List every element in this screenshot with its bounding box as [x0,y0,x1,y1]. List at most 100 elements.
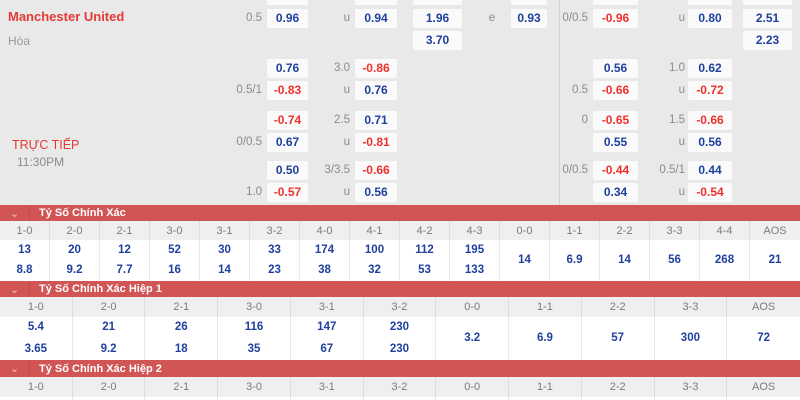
score-odd-cell[interactable]: 100 32 [350,240,400,281]
odds-value-box[interactable]: 0.67 [267,133,308,152]
odds-value-box[interactable]: 0.56 [688,133,732,152]
score-column-header: 3-1 [291,377,364,397]
line-label: 3.0 [334,62,350,74]
handicap-label: 0 [581,114,588,126]
score-odd-cell[interactable]: 3.2 [436,317,510,360]
odds-value-box[interactable]: -0.54 [688,183,732,202]
handicap-label: 0.5 [572,84,588,96]
odds-value-box[interactable]: -0.96 [593,9,638,28]
section-title: Tỷ Số Chính Xác [39,207,126,219]
score-column-header-row: 1-0 2-0 2-1 3-0 3-1 3-2 0-0 1-1 2-2 3-3 AOS [0,377,800,397]
odds-value-box[interactable]: 2.23 [743,31,792,50]
line-label: 1.0 [669,62,685,74]
score-odd-cell[interactable]: 21 9.2 [73,317,146,360]
odds-value-box[interactable]: 0.76 [267,59,308,78]
score-odd-cell[interactable] [0,397,73,400]
score-odd-cell[interactable]: 112 53 [400,240,450,281]
score-odd-cell[interactable]: 52 16 [150,240,200,281]
odds-value-box[interactable]: -0.44 [593,161,638,180]
score-odd-cell[interactable]: 230 230 [364,317,437,360]
odds-value-box[interactable]: 3.70 [413,31,462,50]
score-odd-value: 67 [320,342,334,355]
score-odd-cell[interactable] [291,397,364,400]
chevron-down-icon[interactable]: ⌄ [0,205,30,221]
line-label: u [343,12,350,24]
score-odd-cell[interactable]: 195 133 [450,240,500,281]
odds-value-box[interactable]: -0.66 [593,81,638,100]
score-odd-cell[interactable] [436,397,510,400]
odds-value-box[interactable]: 0.80 [688,9,732,28]
score-odd-cell[interactable]: 14 [600,240,650,281]
score-column-header: 3-0 [218,297,291,317]
odds-value-box[interactable]: 0.34 [593,183,638,202]
score-odd-cell[interactable]: 56 [650,240,700,281]
handicap-label: 1.0 [246,186,262,198]
odds-value-box[interactable]: 0.55 [593,133,638,152]
score-odd-cell[interactable]: 33 23 [250,240,300,281]
section-header[interactable]: ⌄ Tỷ Số Chính Xác Hiệp 2 [0,360,800,377]
odds-value-box[interactable]: 1.96 [413,9,462,28]
score-odd-cell[interactable]: 13 8.8 [0,240,50,281]
odds-value-box[interactable]: 0.94 [355,9,397,28]
odds-value-box[interactable]: -0.65 [593,111,638,130]
score-odd-cell[interactable] [509,397,582,400]
score-odd-value: 7.7 [116,264,133,276]
score-odd-cell[interactable]: 21 [750,240,800,281]
score-odd-value: 147 [317,321,337,333]
chevron-down-icon[interactable]: ⌄ [0,281,30,297]
score-odd-cell[interactable]: 26 18 [145,317,219,360]
score-column-header: 2-0 [73,377,146,397]
score-odd-cell[interactable]: 6.9 [550,240,600,281]
odds-value-box[interactable]: 0.50 [267,161,308,180]
odds-value-box[interactable]: 0.96 [267,9,308,28]
score-odd-cell[interactable] [655,397,728,400]
odds-value-box[interactable]: -0.72 [688,81,732,100]
score-odd-cell[interactable]: 174 38 [300,240,350,281]
odds-value-box[interactable]: 0.56 [593,59,638,78]
score-column-header: 2-2 [600,221,650,240]
section-header[interactable]: ⌄ Tỷ Số Chính Xác Hiệp 1 [0,281,800,297]
score-column-header: 2-2 [582,297,655,317]
score-odd-cell[interactable]: 147 67 [291,317,364,360]
odds-value-box[interactable]: 0.76 [355,81,397,100]
odds-value-box[interactable]: 2.51 [743,9,792,28]
chevron-down-icon[interactable]: ⌄ [0,360,30,377]
odds-value-box[interactable]: -0.66 [688,111,732,130]
score-odd-cell[interactable]: 20 9.2 [50,240,100,281]
score-odd-value: 230 [389,321,410,333]
score-odd-cell[interactable]: 30 14 [200,240,250,281]
odds-value-box[interactable]: 0.93 [511,9,547,28]
score-odd-cell[interactable]: 5.4 3.65 [0,317,73,360]
score-odd-cell[interactable]: 300 [655,317,728,360]
score-odd-cell[interactable] [364,397,437,400]
odds-value-box[interactable]: 0.44 [688,161,732,180]
score-column-header: 2-1 [145,377,219,397]
odds-value-box[interactable]: -0.74 [267,111,308,130]
score-odd-cell[interactable]: 116 35 [218,317,291,360]
score-odd-value: 23 [268,264,281,276]
score-odd-cell[interactable] [218,397,291,400]
odds-value-box[interactable]: -0.66 [355,161,397,180]
score-column-header: 1-0 [0,297,73,317]
odds-value-box[interactable]: 0.62 [688,59,732,78]
odds-value-box[interactable]: 0.56 [355,183,397,202]
odds-value-box[interactable]: 0.71 [355,111,397,130]
section-header[interactable]: ⌄ Tỷ Số Chính Xác [0,205,800,221]
odds-value-box[interactable]: -0.81 [355,133,397,152]
score-odd-cell[interactable]: 6.9 [509,317,582,360]
odds-value-box[interactable]: -0.86 [355,59,397,78]
score-odd-value: 32 [368,264,381,276]
odds-value-box-partial [355,0,397,5]
score-odd-cell[interactable]: 72 [727,317,800,360]
score-odd-cell[interactable]: 12 7.7 [100,240,150,281]
score-odd-cell[interactable] [582,397,655,400]
score-odd-cell[interactable] [145,397,219,400]
score-odd-cell[interactable]: 268 [700,240,750,281]
score-odd-value: 38 [318,264,331,276]
odds-value-box[interactable]: -0.57 [267,183,308,202]
score-odd-cell[interactable]: 57 [582,317,655,360]
odds-value-box-partial [413,0,462,5]
score-odd-cell[interactable]: 14 [500,240,550,281]
odds-value-box[interactable]: -0.83 [267,81,308,100]
score-odd-cell[interactable] [73,397,146,400]
